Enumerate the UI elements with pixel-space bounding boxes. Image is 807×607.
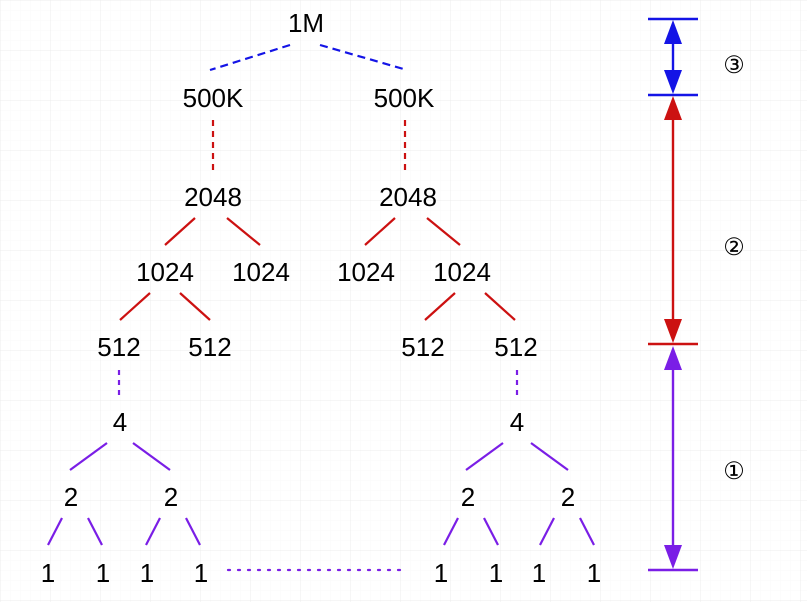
edge xyxy=(226,217,261,246)
node-1: 1 xyxy=(41,558,55,588)
bracket-stage-1 xyxy=(648,346,698,572)
node-1024: 1024 xyxy=(136,257,194,287)
edge xyxy=(426,217,461,246)
node-4: 4 xyxy=(113,407,127,437)
node-512: 512 xyxy=(97,332,140,362)
node-2048: 2048 xyxy=(184,182,242,212)
edges-level-root xyxy=(209,43,408,72)
edges-level-512 xyxy=(117,370,519,398)
edges-level-2048 xyxy=(164,217,461,246)
node-1024: 1024 xyxy=(433,257,491,287)
node-1: 1 xyxy=(140,558,154,588)
bracket-stage-2 xyxy=(648,96,698,346)
node-512: 512 xyxy=(188,332,231,362)
node-512: 512 xyxy=(494,332,537,362)
node-root: 1M xyxy=(288,8,324,38)
node-4: 4 xyxy=(510,407,524,437)
node-1: 1 xyxy=(194,558,208,588)
edge xyxy=(465,442,504,471)
edge xyxy=(579,517,595,546)
node-1: 1 xyxy=(96,558,110,588)
arrow-up-icon xyxy=(664,346,682,370)
node-1024: 1024 xyxy=(337,257,395,287)
stage-2-label: ② xyxy=(723,234,745,261)
node-512: 512 xyxy=(401,332,444,362)
arrow-down-icon xyxy=(664,319,682,343)
node-1024: 1024 xyxy=(232,257,290,287)
node-2048: 2048 xyxy=(379,182,437,212)
node-2: 2 xyxy=(164,482,178,512)
bracket-stage-3 xyxy=(648,17,698,97)
node-1: 1 xyxy=(434,558,448,588)
node-2: 2 xyxy=(561,482,575,512)
edge-root-right xyxy=(319,43,408,72)
node-500k: 500K xyxy=(374,83,435,113)
edge-root-left xyxy=(209,43,291,72)
edge xyxy=(364,217,396,246)
node-1: 1 xyxy=(532,558,546,588)
arrow-down-icon xyxy=(664,545,682,569)
stage-labels: ③ ② ① xyxy=(723,52,745,485)
edge xyxy=(119,292,151,321)
edge xyxy=(69,442,108,471)
edges-level-2 xyxy=(47,517,595,546)
edges-level-1024 xyxy=(119,292,516,321)
arrow-up-icon xyxy=(664,96,682,120)
arrow-down-icon xyxy=(664,70,682,94)
edge xyxy=(539,517,555,546)
node-2: 2 xyxy=(461,482,475,512)
edge xyxy=(87,517,103,546)
edge xyxy=(145,517,161,546)
edge xyxy=(483,517,499,546)
edge xyxy=(132,442,171,471)
edges-level-500k xyxy=(211,120,407,172)
edge xyxy=(424,292,456,321)
node-2: 2 xyxy=(64,482,78,512)
stage-3-label: ③ xyxy=(723,52,745,79)
node-500k: 500K xyxy=(183,83,244,113)
edge xyxy=(164,217,196,246)
edge xyxy=(443,517,459,546)
stage-1-label: ① xyxy=(723,458,745,485)
arrow-up-icon xyxy=(664,20,682,44)
edges-level-4 xyxy=(69,442,569,471)
edge xyxy=(179,292,211,321)
node-1: 1 xyxy=(489,558,503,588)
node-1: 1 xyxy=(587,558,601,588)
edge xyxy=(484,292,516,321)
edge xyxy=(47,517,63,546)
edge xyxy=(185,517,201,546)
edge xyxy=(530,442,569,471)
node-labels: 1M 500K 500K 2048 2048 1024 1024 1024 10… xyxy=(41,8,601,588)
